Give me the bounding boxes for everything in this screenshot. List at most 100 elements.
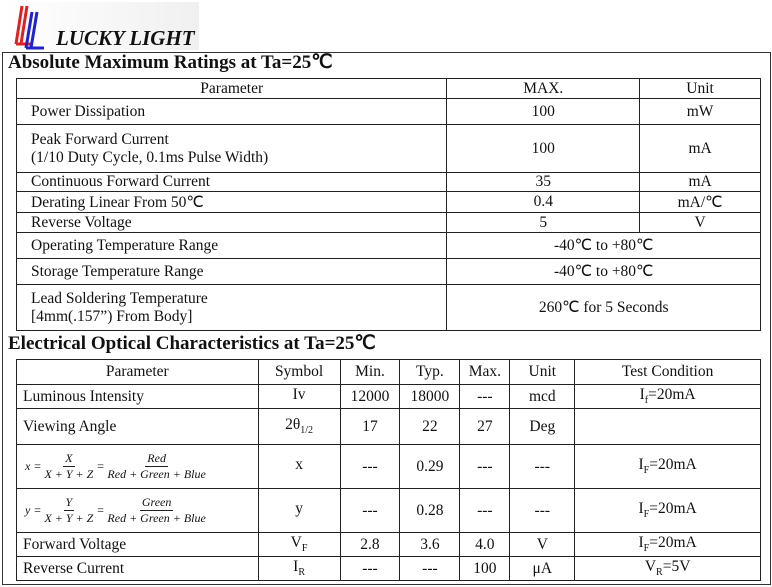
table-row: Derating Linear From 50℃ 0.4 mA/℃ (15, 191, 761, 213)
max-cell: 4.0 (459, 532, 511, 557)
parameter-text: Reverse Voltage (31, 213, 132, 231)
tc-subscript: R (656, 567, 663, 579)
parameter-cell: Power Dissipation (15, 98, 448, 125)
numerator: Red (145, 451, 168, 467)
value-cell: -40℃ to +80℃ (446, 258, 761, 285)
table-row: Power Dissipation 100 mW (15, 98, 761, 125)
min-cell: 12000 (339, 384, 401, 409)
table-row: Forward Voltage VF 2.8 3.6 4.0 V IF=20mA (16, 532, 761, 557)
electrical-optical-table: Parameter Symbol Min. Typ. Max. Unit Tes… (16, 359, 761, 581)
symbol-cell: y (257, 488, 341, 533)
content-frame (2, 52, 771, 585)
symbol-cell: 2θ1/2 (257, 408, 341, 445)
unit-cell: mW (639, 98, 761, 125)
fraction: Red Red + Green + Blue (107, 451, 205, 482)
parameter-text: [4mm(.157”) From Body] (31, 307, 193, 325)
symbol-cell: Iv (257, 384, 341, 409)
typ-cell: --- (399, 556, 461, 581)
symbol: x (295, 456, 303, 474)
header-cell: Typ. (399, 359, 461, 385)
max-cell: 27 (459, 408, 511, 445)
max-cell: 5 (446, 212, 641, 233)
parameter-cell: Operating Temperature Range (15, 232, 448, 259)
table-row: y = Y X + Y + Z = Green Red + Green + Blue y ---… (16, 488, 761, 533)
formula-cell: x = X X + Y + Z = Red Red + Green + Blue (16, 444, 259, 489)
chromaticity-formula: x = X X + Y + Z = Red Red + Green + Blue (25, 451, 206, 482)
unit-cell: mA (639, 172, 761, 192)
absolute-max-ratings-table: Parameter MAX. Unit Power Dissipation 100… (15, 78, 761, 331)
tc-symbol: I (638, 534, 644, 552)
test-condition-cell: IF=20mA (574, 532, 761, 557)
symbol-subscript: F (301, 543, 308, 555)
max-cell: --- (459, 384, 511, 409)
tc-subscript: F (643, 465, 650, 477)
table-row: Peak Forward Current (1/10 Duty Cycle, 0.… (15, 124, 761, 173)
parameter-cell: Storage Temperature Range (15, 258, 448, 285)
parameter-text: Lead Soldering Temperature (31, 289, 208, 307)
test-condition-cell: If=20mA (574, 384, 761, 409)
numerator: Y (63, 495, 75, 511)
tc-symbol: I (638, 500, 644, 518)
parameter-cell: Forward Voltage (16, 532, 259, 557)
unit-cell: Deg (509, 408, 576, 445)
parameter-cell: Lead Soldering Temperature [4mm(.157”) Fr… (15, 284, 448, 331)
symbol-subscript: R (298, 567, 305, 579)
max-cell: 100 (446, 124, 641, 173)
denominator: X + Y + Z (44, 511, 94, 525)
header-cell: Test Condition (574, 359, 761, 385)
header-cell: Unit (639, 78, 761, 99)
unit-cell: mA/℃ (639, 191, 761, 213)
tc-subscript: F (643, 543, 650, 555)
table-row: Operating Temperature Range -40℃ to +80℃ (15, 232, 761, 259)
formula-lhs: x (25, 459, 31, 473)
min-cell: --- (339, 488, 401, 533)
test-condition-cell: IF=20mA (574, 444, 761, 489)
formula-lhs: y (25, 503, 31, 517)
value-cell: 260℃ for 5 Seconds (446, 284, 761, 331)
table-row: Storage Temperature Range -40℃ to +80℃ (15, 258, 761, 285)
min-cell: 17 (339, 408, 401, 445)
denominator: X + Y + Z (44, 467, 94, 481)
parameter-text: (1/10 Duty Cycle, 0.1ms Pulse Width) (31, 148, 269, 166)
tc-value: =20mA (649, 500, 697, 518)
table-row: x = X X + Y + Z = Red Red + Green + Blue x --- 0.… (16, 444, 761, 489)
numerator: X (63, 451, 75, 467)
table-row: Viewing Angle 2θ1/2 17 22 27 Deg (16, 408, 761, 445)
tc-subscript: f (644, 395, 649, 407)
denominator: Red + Green + Blue (107, 511, 206, 525)
parameter-cell: Viewing Angle (16, 408, 259, 445)
tc-value: =5V (662, 558, 691, 576)
test-condition-cell: IF=20mA (574, 488, 761, 533)
parameter-text: Derating Linear From 50℃ (31, 193, 204, 211)
header-cell: Parameter (15, 78, 448, 99)
denominator: Red + Green + Blue (107, 467, 206, 481)
parameter-cell: Reverse Current (16, 556, 259, 581)
unit-cell: mA (639, 124, 761, 173)
lucky-light-logo-icon (14, 5, 44, 50)
max-cell: --- (459, 444, 511, 489)
header-cell: Symbol (257, 359, 341, 385)
parameter-cell: Peak Forward Current (1/10 Duty Cycle, 0.… (15, 124, 448, 173)
typ-cell: 22 (399, 408, 461, 445)
tc-subscript: F (643, 509, 650, 521)
max-cell: 100 (459, 556, 511, 581)
unit-cell: mcd (509, 384, 576, 409)
tc-value: =20mA (648, 386, 696, 404)
symbol-cell: VF (257, 532, 341, 557)
typ-cell: 18000 (399, 384, 461, 409)
tc-symbol: I (638, 456, 644, 474)
max-cell: 0.4 (446, 191, 641, 213)
parameter-text: Continuous Forward Current (31, 173, 211, 190)
header-cell: Max. (459, 359, 511, 385)
tc-symbol: V (644, 558, 657, 576)
eoc-title: Electrical Optical Characteristics at Ta… (8, 333, 376, 354)
symbol: 2θ (285, 416, 301, 434)
symbol: Iv (292, 386, 306, 404)
test-condition-cell (574, 408, 761, 445)
tc-value: =20mA (649, 456, 697, 474)
table-row: Continuous Forward Current 35 mA (15, 172, 761, 192)
parameter-cell: Luminous Intensity (16, 384, 259, 409)
brand-name: LUCKY LIGHT (56, 26, 195, 50)
